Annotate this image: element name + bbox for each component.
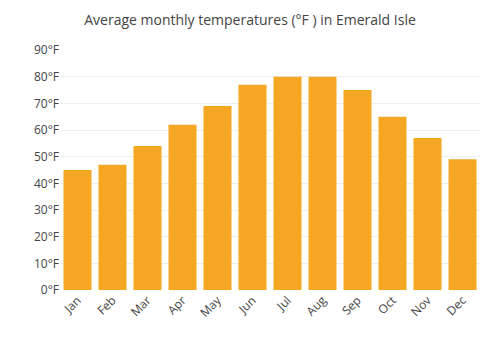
svg-text:May: May <box>196 291 225 320</box>
svg-text:Feb: Feb <box>93 292 119 318</box>
svg-text:Jun: Jun <box>234 292 259 317</box>
svg-text:Apr: Apr <box>164 292 190 318</box>
svg-text:Jan: Jan <box>60 292 85 317</box>
svg-text:Mar: Mar <box>127 292 155 320</box>
svg-text:30°F: 30°F <box>34 201 59 218</box>
svg-text:10°F: 10°F <box>34 255 59 272</box>
svg-text:Nov: Nov <box>407 292 435 320</box>
svg-text:60°F: 60°F <box>34 121 59 138</box>
svg-text:Sep: Sep <box>338 292 365 319</box>
svg-text:80°F: 80°F <box>34 68 59 85</box>
svg-text:Average monthly temperatures (: Average monthly temperatures (°F ) in Em… <box>84 10 416 29</box>
svg-text:Aug: Aug <box>302 292 330 320</box>
svg-text:0°F: 0°F <box>41 281 59 298</box>
svg-text:Jul: Jul <box>272 292 294 314</box>
svg-text:Dec: Dec <box>443 292 470 319</box>
svg-text:50°F: 50°F <box>34 148 59 165</box>
svg-text:40°F: 40°F <box>34 175 59 192</box>
svg-text:70°F: 70°F <box>34 95 59 112</box>
svg-text:Oct: Oct <box>374 292 400 318</box>
svg-text:90°F: 90°F <box>34 41 59 58</box>
svg-text:20°F: 20°F <box>34 228 59 245</box>
